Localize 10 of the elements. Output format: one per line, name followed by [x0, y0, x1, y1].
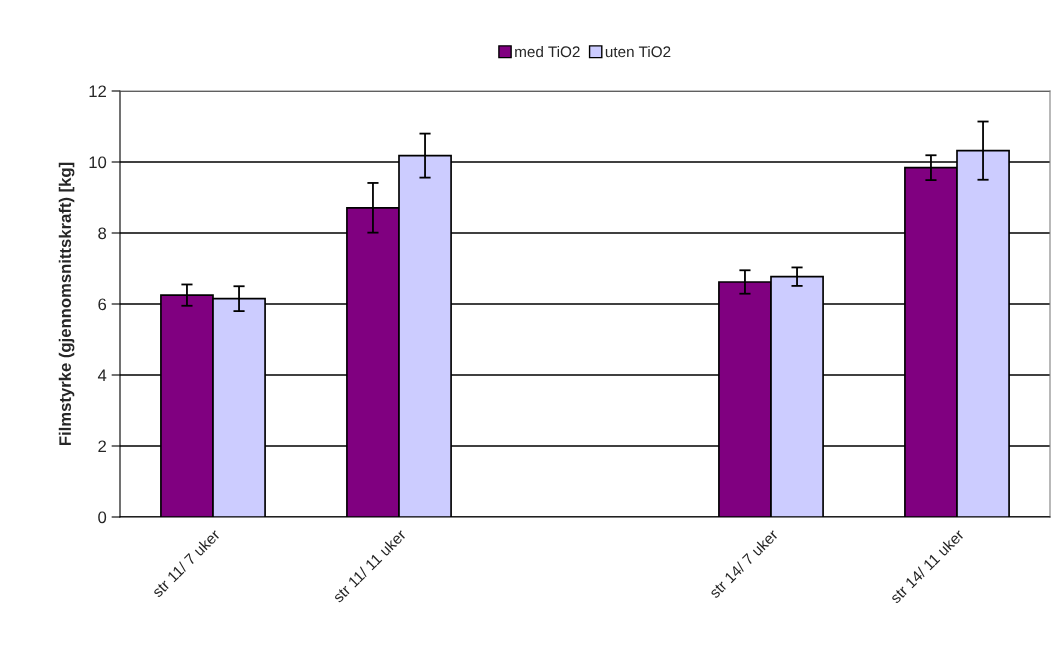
y-tick-label: 4: [97, 369, 107, 382]
y-tick-label: 2: [98, 440, 106, 453]
y-tick-label: 8: [98, 227, 107, 240]
y-tick-label: 12: [89, 85, 106, 98]
y-tick-label: 10: [89, 156, 107, 169]
y-axis-title: Filmstyrke (gjennomsnittskraft) [kg]: [58, 162, 75, 446]
y-tick-label: 0: [98, 511, 107, 524]
legend-label: uten TiO2: [605, 45, 671, 58]
y-tick-label: 6: [98, 298, 107, 311]
legend-label: med TiO2: [515, 45, 580, 58]
